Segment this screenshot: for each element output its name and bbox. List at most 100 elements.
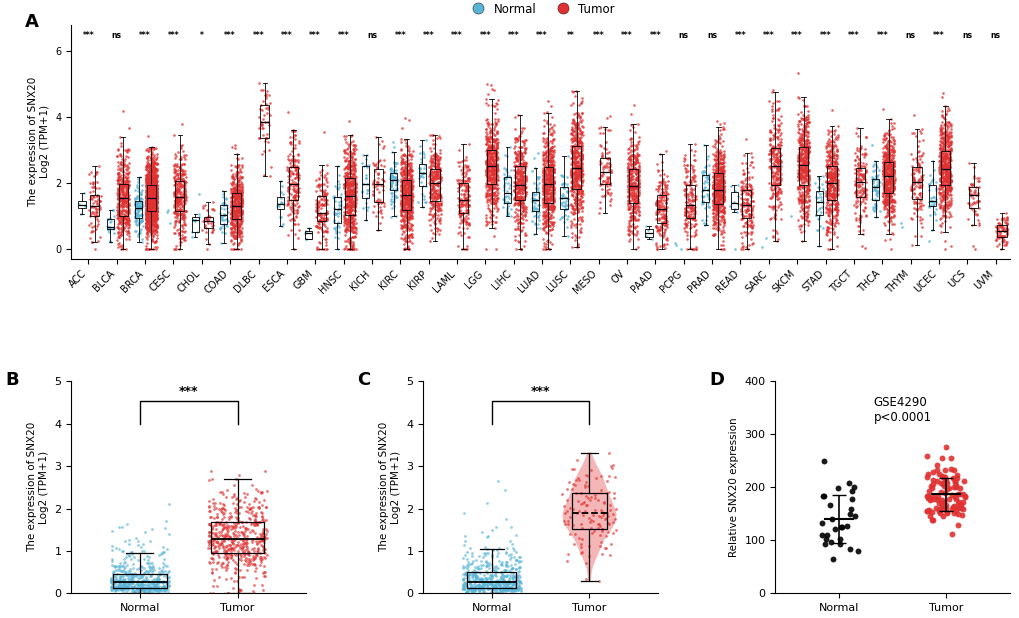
Point — [144, 189, 160, 199]
Point — [221, 521, 237, 531]
Point — [398, 178, 415, 188]
Point — [109, 200, 125, 210]
Point — [539, 138, 555, 148]
Point — [138, 216, 154, 226]
Point — [394, 178, 411, 188]
Point — [110, 582, 126, 591]
Point — [819, 179, 836, 188]
Point — [454, 215, 471, 225]
Point — [233, 549, 250, 559]
Point — [395, 158, 412, 167]
Point — [741, 180, 757, 190]
Point — [539, 145, 555, 154]
Point — [766, 210, 783, 220]
Point — [825, 188, 842, 198]
Point — [318, 174, 334, 184]
Point — [483, 525, 499, 535]
Point — [120, 208, 137, 218]
Point — [480, 531, 496, 541]
Point — [497, 164, 514, 174]
Point — [572, 549, 588, 559]
Point — [425, 193, 441, 203]
Point — [938, 146, 955, 156]
Point — [535, 226, 551, 235]
Point — [486, 137, 502, 146]
Point — [765, 145, 782, 154]
Point — [877, 177, 894, 187]
Point — [339, 171, 356, 180]
Point — [514, 182, 530, 192]
Point — [143, 201, 159, 211]
Point — [597, 144, 613, 154]
Point — [116, 211, 132, 221]
Point — [393, 221, 410, 231]
Point — [217, 522, 233, 532]
Point — [209, 550, 225, 560]
Point — [875, 130, 892, 140]
Point — [148, 221, 164, 231]
Point — [819, 223, 836, 233]
Point — [740, 188, 756, 198]
Point — [506, 580, 523, 590]
Point — [714, 222, 731, 232]
Point — [115, 212, 131, 222]
Point — [341, 178, 358, 188]
Point — [565, 187, 581, 197]
Point — [473, 582, 489, 592]
Point — [143, 174, 159, 184]
Point — [510, 174, 526, 184]
Point — [562, 153, 579, 163]
Point — [144, 206, 160, 216]
Point — [143, 186, 159, 196]
Point — [850, 164, 866, 174]
Point — [395, 180, 412, 190]
Point — [795, 114, 811, 124]
Point — [115, 564, 131, 574]
Point — [114, 206, 130, 216]
Point — [148, 201, 164, 211]
Point — [882, 172, 899, 182]
Point — [341, 233, 358, 243]
Point — [140, 193, 156, 203]
Point — [233, 207, 250, 217]
Point — [143, 149, 159, 159]
Point — [567, 151, 583, 161]
Point — [369, 184, 385, 193]
Point — [148, 173, 164, 183]
Point — [743, 234, 759, 243]
Point — [400, 193, 417, 203]
Point — [620, 170, 636, 180]
Point — [938, 150, 955, 160]
Point — [655, 179, 672, 189]
Point — [482, 146, 498, 156]
Point — [540, 156, 556, 166]
Point — [488, 187, 504, 197]
Point — [85, 191, 101, 201]
Point — [792, 129, 808, 138]
Point — [823, 172, 840, 182]
Point — [503, 587, 520, 597]
Point — [479, 163, 495, 173]
Point — [485, 162, 501, 172]
Point — [393, 180, 410, 190]
Point — [714, 206, 731, 216]
Point — [468, 580, 484, 590]
Point — [765, 185, 782, 195]
Point — [559, 151, 576, 161]
Point — [484, 580, 500, 590]
Point — [743, 239, 759, 248]
Point — [536, 182, 552, 192]
Point — [488, 171, 504, 181]
Point — [710, 185, 727, 195]
Point — [148, 226, 164, 236]
Point — [772, 138, 789, 148]
Point — [256, 547, 272, 557]
Point — [226, 221, 243, 231]
Point — [231, 208, 248, 218]
Point — [225, 203, 242, 213]
Point — [252, 533, 268, 543]
Point — [139, 170, 155, 180]
Point — [459, 192, 475, 201]
Point — [541, 202, 557, 212]
Point — [421, 180, 437, 190]
